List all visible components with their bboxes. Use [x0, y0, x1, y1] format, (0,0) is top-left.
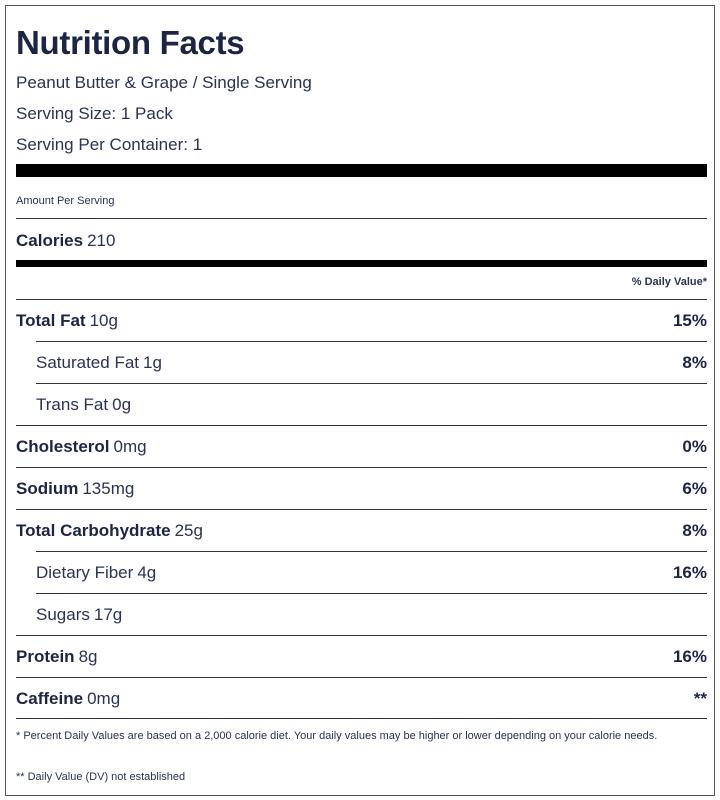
- nutrient-amount: 0mg: [113, 437, 147, 456]
- nutrient-amount: 135mg: [82, 479, 135, 498]
- nutrient-row: Cholesterol 0mg 0%: [16, 426, 707, 468]
- nutrient-name: Total Fat: [16, 311, 86, 330]
- nutrient-daily-value: 0%: [682, 437, 707, 456]
- divider: [36, 593, 707, 594]
- nutrient-name: Cholesterol: [16, 437, 110, 456]
- nutrient-name: Sodium: [16, 479, 79, 498]
- nutrient-name: Total Carbohydrate: [16, 521, 171, 540]
- servings-per-container: Serving Per Container: 1: [16, 135, 203, 154]
- divider: [16, 467, 707, 468]
- calories-label: Calories: [16, 231, 84, 250]
- nutrient-row: Total Carbohydrate 25g 8%: [16, 510, 707, 552]
- divider: [36, 341, 707, 342]
- nutrient-name: Sugars: [36, 605, 90, 624]
- nutrient-row: Total Fat 10g 15%: [16, 300, 707, 342]
- nutrient-row: Saturated Fat 1g 8%: [16, 342, 707, 384]
- nutrient-name: Dietary Fiber: [36, 563, 134, 582]
- nutrient-amount: 4g: [137, 563, 157, 582]
- product-name: Peanut Butter & Grape / Single Serving: [16, 73, 312, 92]
- divider: [16, 299, 707, 300]
- nutrient-amount: 17g: [93, 605, 123, 624]
- divider: [16, 635, 707, 636]
- nutrient-amount: 0mg: [87, 689, 121, 708]
- nutrient-amount: 10g: [89, 311, 118, 330]
- nutrient-name: Protein: [16, 647, 75, 666]
- nutrition-facts-panel: Nutrition Facts Peanut Butter & Grape / …: [5, 5, 715, 796]
- daily-value-header: % Daily Value*: [631, 276, 707, 288]
- thick-divider: [16, 164, 707, 177]
- nutrient-daily-value: **: [693, 689, 707, 708]
- nutrient-daily-value: 16%: [672, 647, 707, 666]
- divider: [36, 551, 707, 552]
- nutrient-name: Trans Fat: [36, 395, 109, 414]
- nutrient-amount: 0g: [112, 395, 132, 414]
- serving-size: Serving Size: 1 Pack: [16, 104, 173, 123]
- nutrient-row: Dietary Fiber 4g 16%: [16, 552, 707, 594]
- nutrient-daily-value: 8%: [682, 521, 707, 540]
- nutrient-name: Caffeine: [16, 689, 84, 708]
- nutrient-amount: 25g: [174, 521, 203, 540]
- footnote-dv: * Percent Daily Values are based on a 2,…: [16, 730, 658, 742]
- nutrient-name: Saturated Fat: [36, 353, 140, 372]
- divider: [16, 677, 707, 678]
- nutrient-amount: 1g: [143, 353, 162, 372]
- nutrient-daily-value: 6%: [682, 479, 707, 498]
- nutrient-row: Sodium 135mg 6%: [16, 468, 707, 510]
- divider: [16, 718, 707, 719]
- nutrient-row: Protein 8g 16%: [16, 636, 707, 678]
- nutrient-row: Sugars 17g: [16, 594, 707, 636]
- calories-row: Calories 210: [16, 220, 707, 262]
- nutrient-amount: 8g: [78, 647, 98, 666]
- footnote-not-established: ** Daily Value (DV) not established: [16, 771, 186, 783]
- nutrient-daily-value: 15%: [672, 311, 707, 330]
- divider: [16, 509, 707, 510]
- nutrient-row: Trans Fat 0g: [16, 384, 707, 426]
- nutrient-daily-value: 8%: [682, 353, 707, 372]
- divider: [36, 383, 707, 384]
- divider: [16, 425, 707, 426]
- medium-divider: [16, 260, 707, 267]
- panel-title: Nutrition Facts: [16, 24, 245, 61]
- divider: [16, 218, 707, 219]
- nutrient-daily-value: 16%: [672, 563, 707, 582]
- nutrient-row: Caffeine 0mg **: [16, 678, 707, 720]
- calories-value: 210: [87, 231, 116, 250]
- amount-per-serving: Amount Per Serving: [16, 195, 115, 207]
